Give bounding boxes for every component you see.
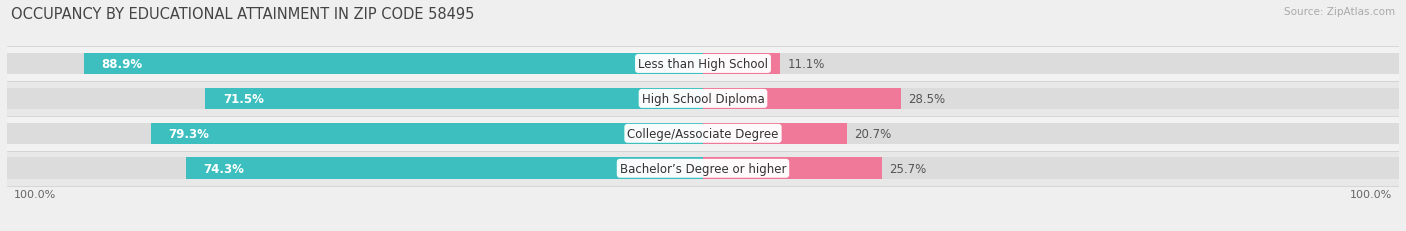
Bar <box>186 158 703 179</box>
Bar <box>703 158 882 179</box>
Text: 100.0%: 100.0% <box>14 189 56 199</box>
Bar <box>150 123 703 145</box>
Bar <box>7 158 703 179</box>
Bar <box>703 88 1399 110</box>
Bar <box>703 53 1399 75</box>
Text: Bachelor’s Degree or higher: Bachelor’s Degree or higher <box>620 162 786 175</box>
Bar <box>7 47 1399 82</box>
Text: 28.5%: 28.5% <box>908 92 945 105</box>
Text: 79.3%: 79.3% <box>169 127 209 140</box>
Bar <box>7 88 703 110</box>
Bar <box>703 123 1399 145</box>
Bar <box>703 158 1399 179</box>
Text: OCCUPANCY BY EDUCATIONAL ATTAINMENT IN ZIP CODE 58495: OCCUPANCY BY EDUCATIONAL ATTAINMENT IN Z… <box>11 7 475 22</box>
Bar <box>7 123 703 145</box>
Text: 71.5%: 71.5% <box>222 92 264 105</box>
Text: 20.7%: 20.7% <box>853 127 891 140</box>
Text: 25.7%: 25.7% <box>889 162 927 175</box>
Text: 100.0%: 100.0% <box>1350 189 1392 199</box>
Text: 74.3%: 74.3% <box>204 162 245 175</box>
Text: Source: ZipAtlas.com: Source: ZipAtlas.com <box>1284 7 1395 17</box>
Text: High School Diploma: High School Diploma <box>641 92 765 105</box>
Text: College/Associate Degree: College/Associate Degree <box>627 127 779 140</box>
Bar <box>7 82 1399 116</box>
Bar <box>84 53 703 75</box>
Bar <box>703 88 901 110</box>
Text: 11.1%: 11.1% <box>787 58 824 71</box>
Text: 88.9%: 88.9% <box>101 58 143 71</box>
Bar <box>703 123 846 145</box>
Bar <box>205 88 703 110</box>
Bar <box>7 151 1399 186</box>
Bar <box>7 116 1399 151</box>
Bar <box>7 53 703 75</box>
Text: Less than High School: Less than High School <box>638 58 768 71</box>
Bar <box>703 53 780 75</box>
